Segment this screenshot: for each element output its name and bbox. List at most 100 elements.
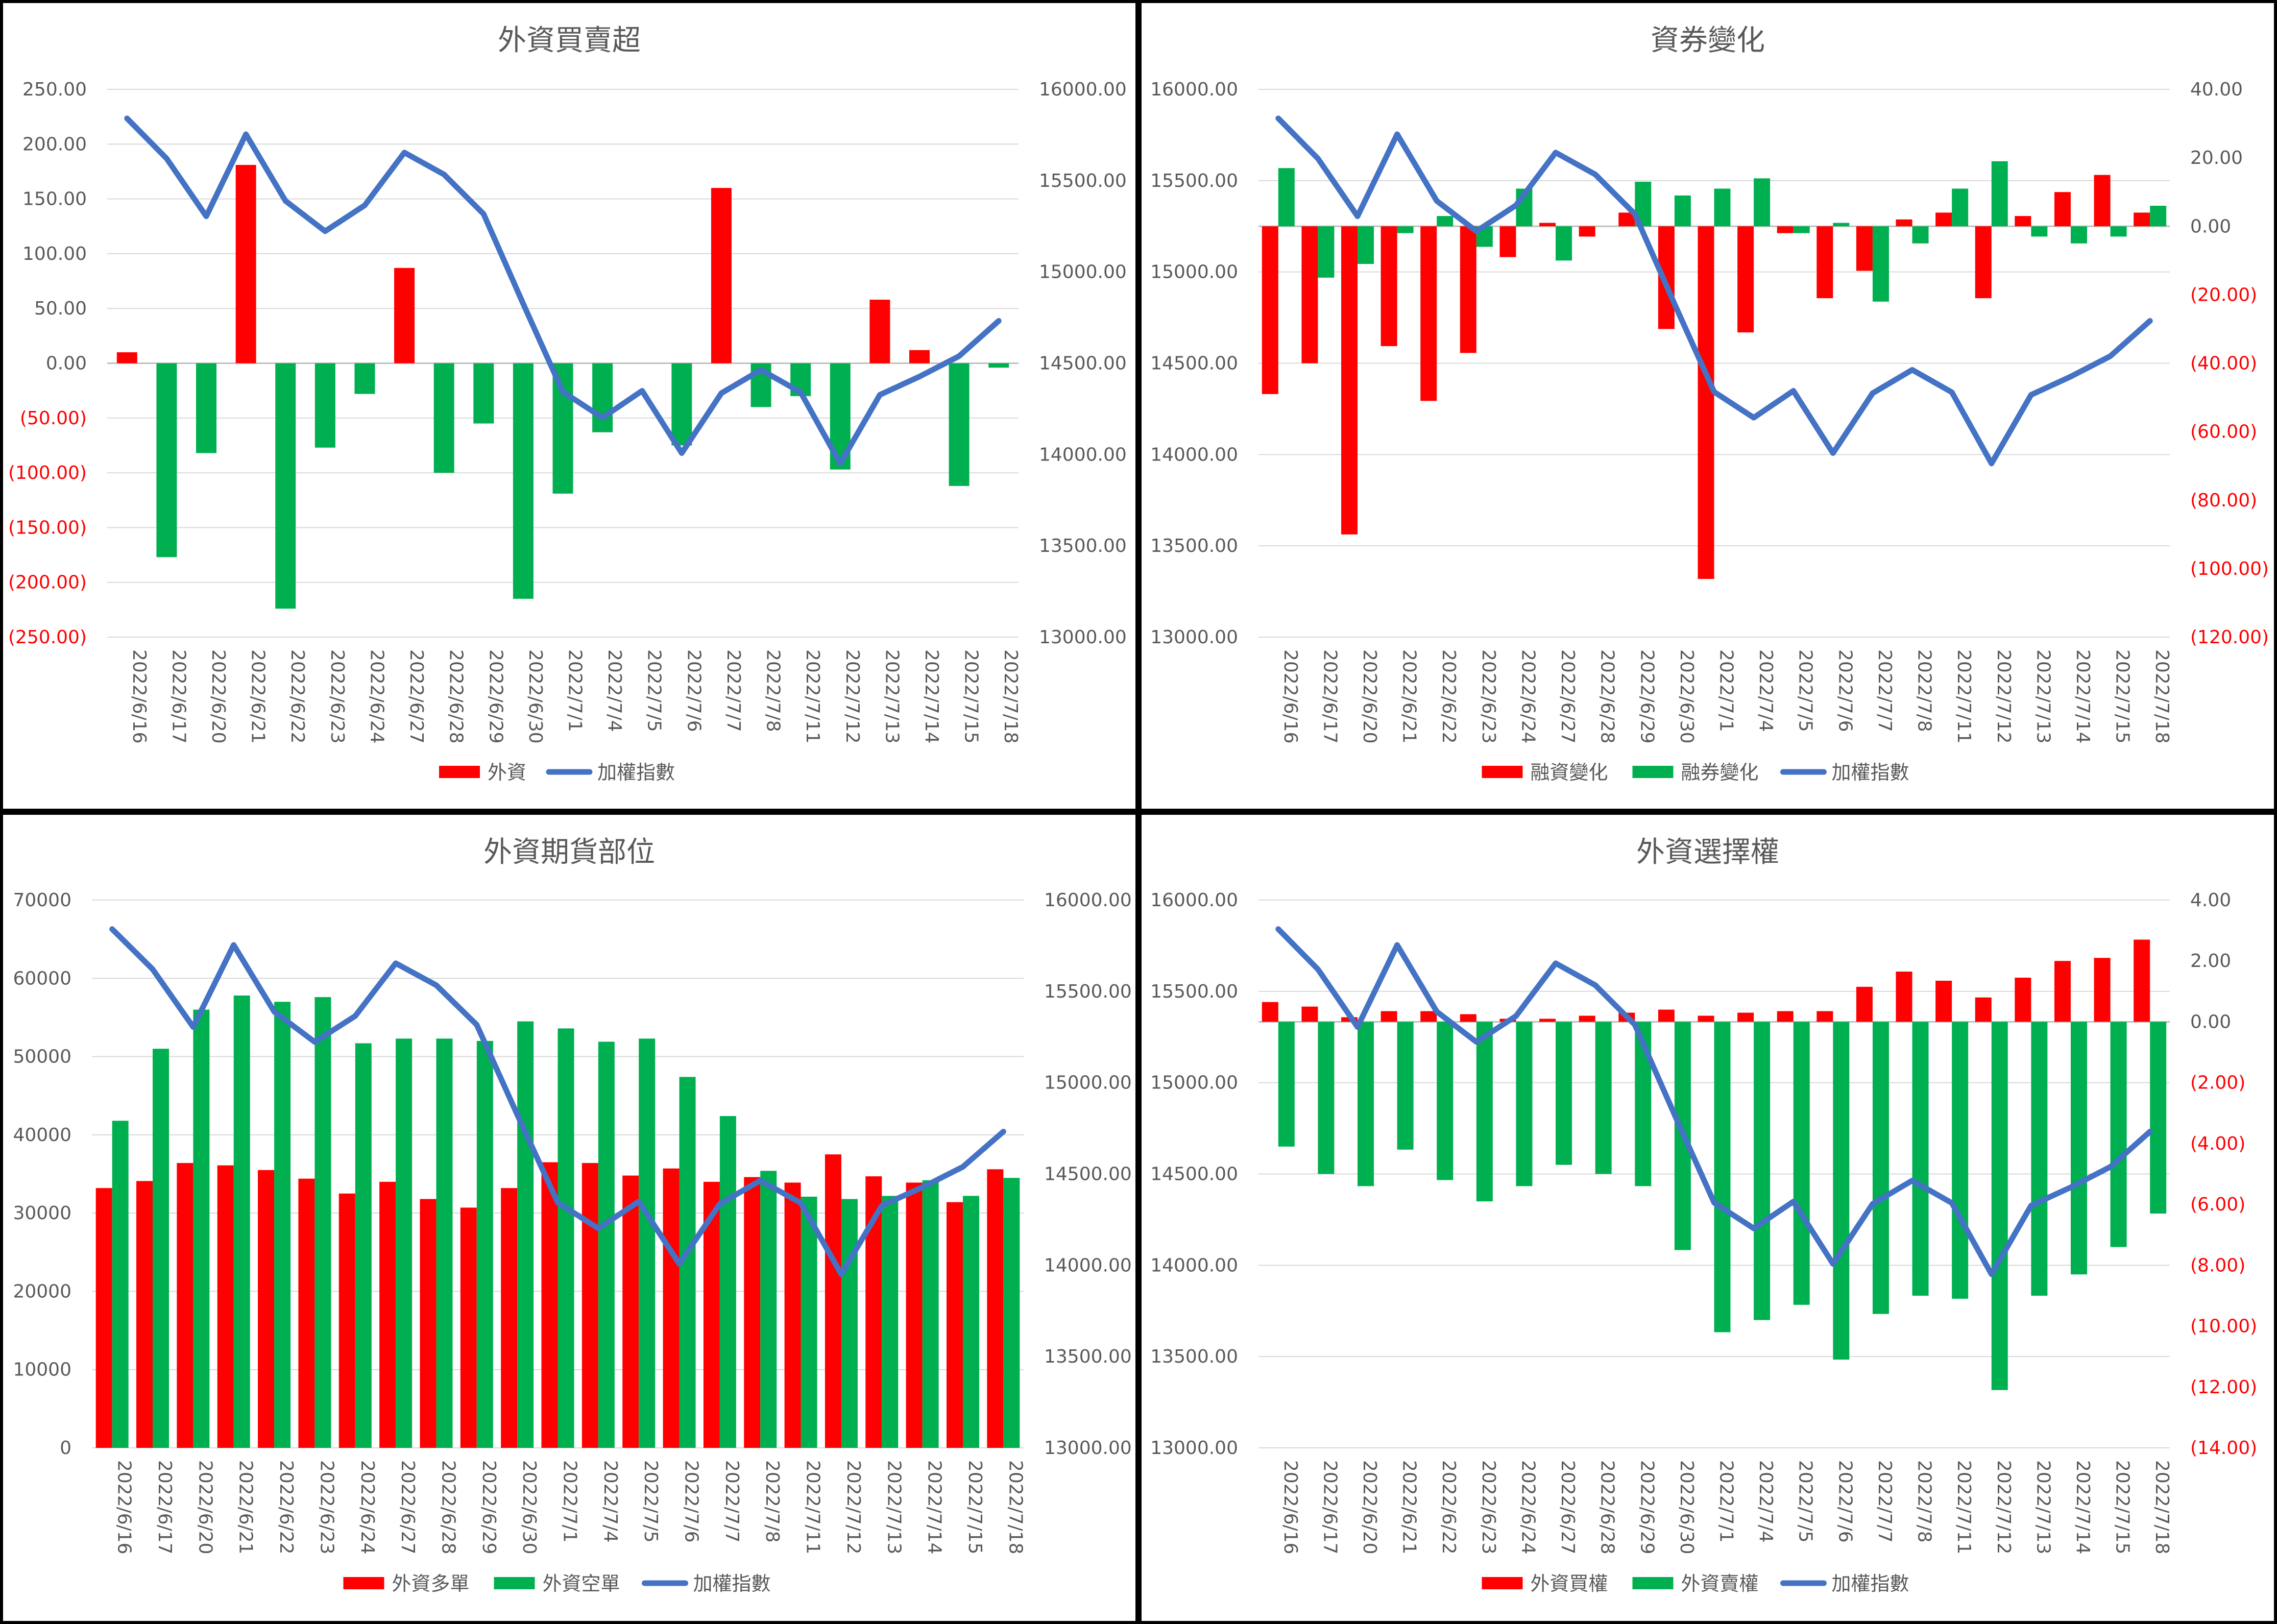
- x-tick-label: 2022/7/11: [803, 1460, 823, 1555]
- bar-red: [622, 1175, 639, 1448]
- bar-red: [433, 363, 454, 473]
- bar-green: [1912, 226, 1929, 244]
- bar-green: [1595, 1022, 1612, 1174]
- bar-green: [598, 1041, 615, 1448]
- x-tick-label: 2022/6/27: [406, 649, 427, 744]
- bar-red: [946, 1202, 963, 1448]
- index-point: [2147, 1129, 2153, 1134]
- legend-swatch-red: [439, 766, 480, 778]
- x-tick-label: 2022/7/18: [1005, 1460, 1026, 1555]
- bar-green: [1714, 1022, 1731, 1332]
- bar-red: [1935, 980, 1952, 1022]
- bar-green: [1952, 188, 1969, 227]
- y-right-tick-label: 13500.00: [1044, 1346, 1132, 1367]
- bar-red: [314, 363, 335, 448]
- index-point: [838, 1271, 844, 1277]
- x-tick-label: 2022/7/1: [560, 1460, 580, 1543]
- x-tick-label: 2022/7/12: [1993, 1460, 2014, 1555]
- index-point: [2147, 318, 2153, 324]
- x-tick-label: 2022/6/30: [1676, 1460, 1697, 1555]
- index-point: [150, 966, 156, 972]
- index-point: [124, 115, 130, 121]
- x-tick-label: 2022/7/6: [1834, 649, 1855, 732]
- bar-green: [1476, 1022, 1493, 1202]
- index-point: [520, 301, 526, 307]
- bar-green: [1278, 1022, 1295, 1147]
- index-point: [393, 960, 399, 966]
- bar-red: [338, 1193, 355, 1448]
- y-left-tick-label: (50.00): [20, 408, 87, 429]
- y-right-tick-label: 0.00: [2190, 216, 2231, 237]
- legend-label: 加權指數: [597, 761, 675, 784]
- bar-green: [517, 1021, 534, 1448]
- bar-red: [1698, 1015, 1714, 1022]
- bar-red: [2094, 175, 2111, 227]
- y-left-tick-label: 15000.00: [1150, 262, 1238, 283]
- bar-green: [1793, 1022, 1810, 1305]
- y-left-tick-label: 0: [60, 1438, 71, 1459]
- bar-red: [136, 1181, 153, 1448]
- x-tick-label: 2022/7/12: [842, 649, 863, 744]
- bar-red: [1698, 226, 1714, 579]
- bar-green: [314, 997, 331, 1448]
- x-tick-label: 2022/7/11: [802, 649, 823, 744]
- x-tick-label: 2022/7/15: [964, 1460, 985, 1555]
- x-tick-label: 2022/6/29: [478, 1460, 499, 1555]
- index-point: [916, 374, 922, 379]
- chart-panel-p2: 資券變化 16000.00 15500.00 15000.00 14500.00 1400…: [1138, 0, 2277, 812]
- bar-green: [476, 1040, 493, 1448]
- y-left-tick-label: 40000: [13, 1125, 71, 1146]
- bar-red: [2015, 978, 2031, 1022]
- bar-green: [1358, 226, 1374, 264]
- x-tick-label: 2022/7/5: [640, 1460, 661, 1543]
- bar-red: [1341, 226, 1358, 535]
- index-point: [2108, 1164, 2113, 1170]
- bar-red: [906, 1182, 923, 1448]
- legend-label: 外資空單: [543, 1572, 620, 1595]
- x-tick-label: 2022/6/22: [1438, 1460, 1459, 1555]
- bar-green: [1437, 216, 1454, 227]
- bar-red: [663, 1168, 680, 1448]
- bar-red: [1737, 1012, 1754, 1022]
- index-point: [718, 391, 724, 396]
- x-tick-label: 2022/7/6: [1834, 1460, 1855, 1543]
- index-point: [1830, 1261, 1836, 1267]
- bar-red: [2134, 939, 2150, 1022]
- index-point: [996, 318, 1002, 324]
- x-tick-label: 2022/6/30: [519, 1460, 540, 1555]
- bar-green: [274, 1002, 291, 1448]
- y-right-tick-label: 40.00: [2190, 79, 2243, 100]
- bar-green: [1991, 161, 2008, 227]
- x-tick-label: 2022/6/20: [1359, 1460, 1380, 1555]
- index-point: [1949, 390, 1955, 395]
- index-point: [1434, 198, 1440, 204]
- x-tick-label: 2022/7/15: [2112, 1460, 2133, 1555]
- bar-green: [1833, 223, 1850, 227]
- index-point: [515, 1112, 520, 1118]
- x-tick-label: 2022/6/24: [366, 649, 387, 744]
- bar-green: [962, 1196, 979, 1448]
- x-tick-label: 2022/7/8: [1914, 1460, 1935, 1543]
- legend-swatch-red: [343, 1577, 384, 1589]
- x-tick-label: 2022/7/15: [2112, 649, 2133, 744]
- index-point: [1711, 1200, 1717, 1205]
- bar-red: [379, 1181, 396, 1448]
- index-point: [1315, 966, 1321, 972]
- index-point: [474, 1022, 479, 1028]
- x-tick-label: 2022/7/13: [883, 1460, 904, 1555]
- bar-red: [1579, 226, 1595, 237]
- y-left-tick-label: 60000: [13, 968, 71, 989]
- bar-red: [2054, 961, 2071, 1022]
- bar-red: [988, 363, 1009, 368]
- y-right-tick-label: 14000.00: [1039, 444, 1127, 465]
- bar-green: [1003, 1178, 1020, 1448]
- x-tick-label: 2022/7/4: [600, 1460, 621, 1543]
- x-tick-label: 2022/7/5: [644, 649, 665, 732]
- x-tick-label: 2022/7/1: [1716, 649, 1737, 732]
- bar-red: [825, 1154, 841, 1448]
- bar-green: [1516, 1022, 1533, 1186]
- bar-red: [1460, 1014, 1476, 1022]
- x-tick-label: 2022/6/27: [397, 1460, 418, 1555]
- index-point: [798, 390, 804, 395]
